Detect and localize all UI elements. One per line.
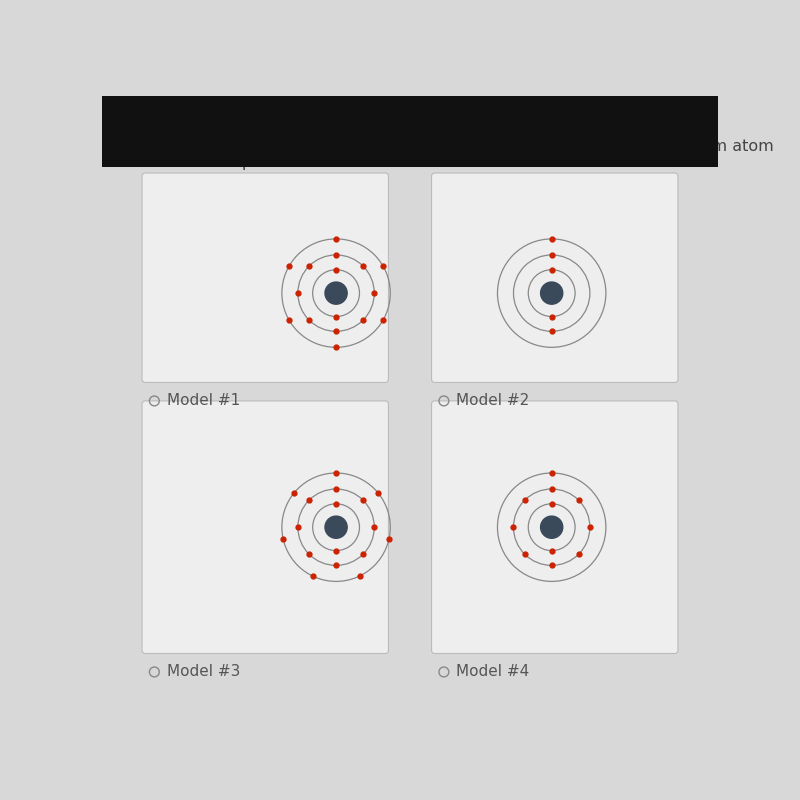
Bar (102, 96, 718, 167)
FancyBboxPatch shape (142, 173, 389, 382)
Text: Which Bohr model shows the correct # of electrons for a neutral sodium atom: Which Bohr model shows the correct # of … (145, 139, 774, 154)
Circle shape (325, 516, 347, 538)
FancyBboxPatch shape (431, 401, 678, 654)
Text: Model #1: Model #1 (166, 394, 240, 409)
Text: Model #3: Model #3 (166, 665, 240, 679)
Circle shape (541, 516, 562, 538)
Text: Model #4: Model #4 (456, 665, 530, 679)
FancyBboxPatch shape (142, 401, 389, 654)
FancyBboxPatch shape (431, 173, 678, 382)
Circle shape (325, 282, 347, 304)
Circle shape (541, 282, 562, 304)
Text: that has 11 protons and 12 neutrons?: that has 11 protons and 12 neutrons? (145, 154, 449, 170)
Text: Model #2: Model #2 (456, 394, 530, 409)
Text: *: * (274, 154, 286, 170)
